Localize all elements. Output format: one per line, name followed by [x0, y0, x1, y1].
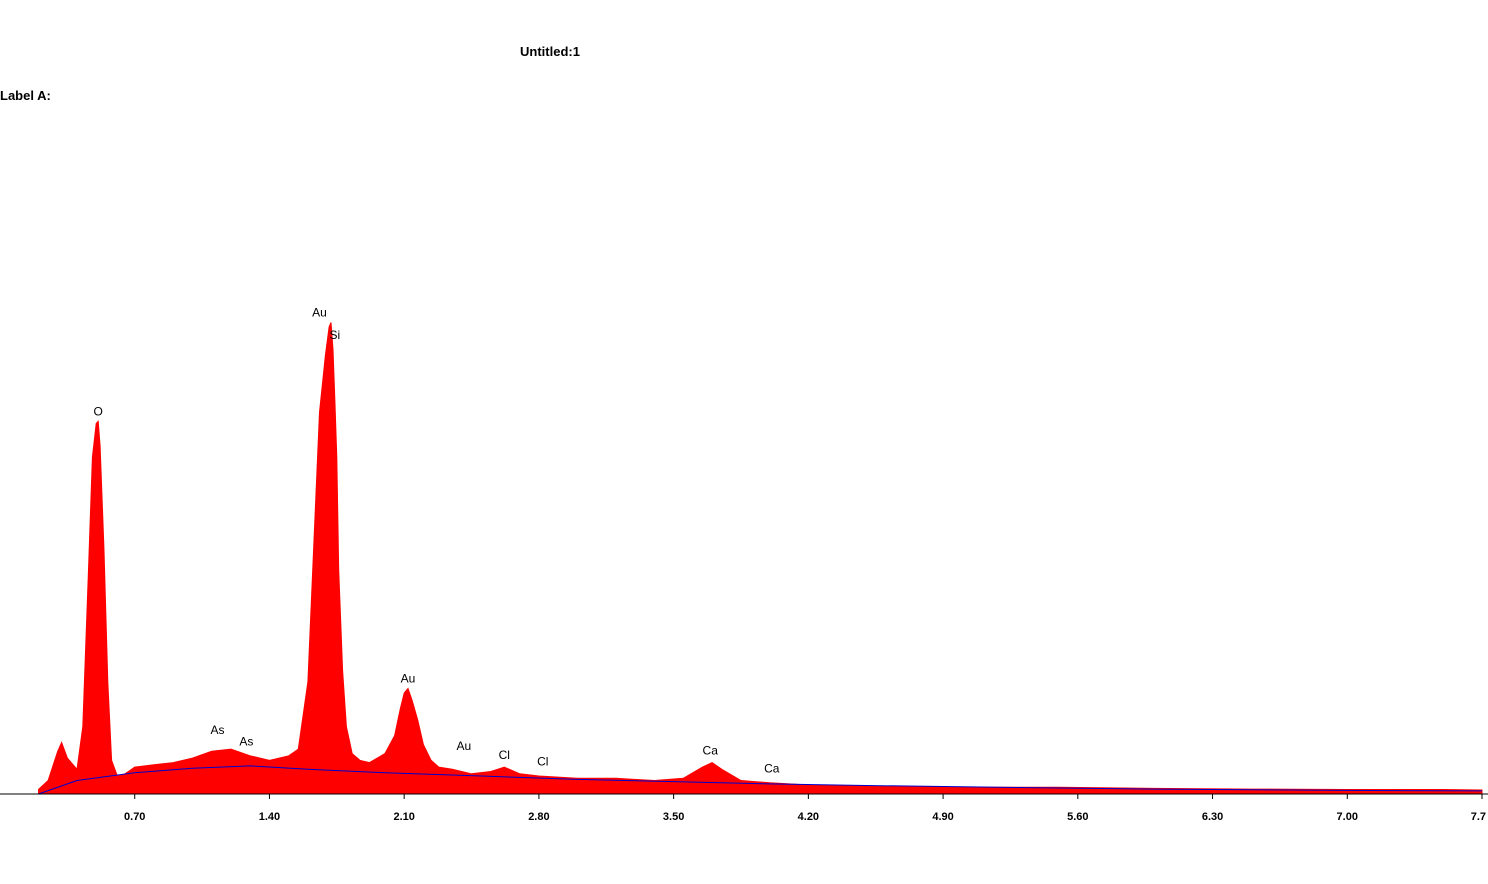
x-tick-label: 5.60 [1067, 811, 1088, 823]
label-a: Label A: [0, 88, 51, 103]
x-tick-label: 2.10 [393, 811, 414, 823]
peak-label-au: Au [457, 739, 472, 753]
x-tick-label: 0.70 [124, 811, 145, 823]
peak-label-as: As [239, 734, 253, 748]
background-fit-group [38, 765, 1483, 795]
peak-label-cl: Cl [499, 748, 510, 762]
x-tick-label: 6.30 [1202, 811, 1223, 823]
x-tick-label: 4.90 [932, 811, 953, 823]
background-fit-line [38, 765, 1483, 795]
window-title: Untitled:1 [520, 44, 580, 59]
peak-label-o: O [93, 404, 102, 418]
x-tick-label: 3.50 [663, 811, 684, 823]
peak-label-au: Au [401, 671, 416, 685]
x-tick-label: 1.40 [259, 811, 280, 823]
x-ticks-group: 0.70 1.40 2.10 2.80 3.50 4.20 4.90 5.60 6.30 7.00… [124, 794, 1486, 823]
peak-label-as: As [210, 723, 224, 737]
peak-label-ca: Ca [703, 743, 719, 757]
peak-label-au: Au [312, 305, 327, 319]
x-tick-label: 7.7 [1471, 811, 1486, 823]
peak-label-si: Si [330, 328, 341, 342]
x-tick-label: 7.00 [1337, 811, 1358, 823]
x-tick-label: 4.20 [798, 811, 819, 823]
peak-label-ca: Ca [764, 761, 780, 775]
spectrum-area [38, 322, 1483, 795]
spectrum-area-group [38, 322, 1483, 795]
x-tick-label: 2.80 [528, 811, 549, 823]
peak-label-cl: Cl [537, 755, 548, 769]
